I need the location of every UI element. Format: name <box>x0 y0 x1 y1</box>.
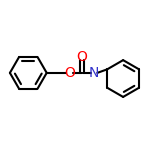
Text: N: N <box>89 66 99 80</box>
Text: O: O <box>77 50 87 64</box>
Text: O: O <box>64 66 75 80</box>
